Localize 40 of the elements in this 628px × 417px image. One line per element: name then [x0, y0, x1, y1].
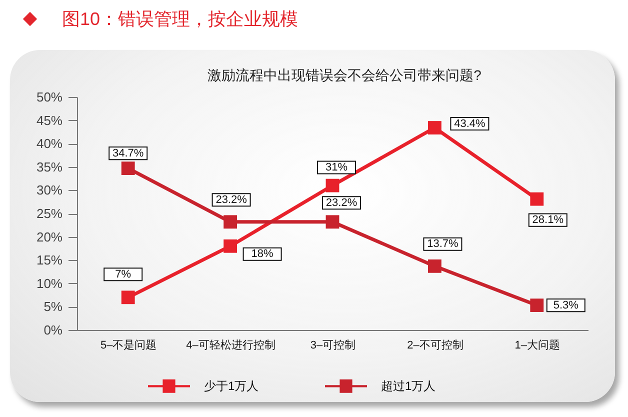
- data-label: 5.3%: [553, 299, 579, 312]
- y-tick-label: 35%: [36, 159, 63, 174]
- y-tick-label: 50%: [36, 90, 63, 104]
- y-tick-label: 20%: [36, 229, 63, 244]
- data-label: 23.2%: [326, 196, 358, 209]
- y-tick-label: 10%: [36, 276, 63, 291]
- data-label: 28.1%: [532, 214, 564, 226]
- point: [530, 192, 544, 206]
- x-tick-label: 2–不可控制: [407, 338, 464, 352]
- point: [224, 239, 238, 253]
- y-tick-label: 25%: [36, 206, 63, 221]
- legend-label: 超过1万人: [381, 379, 436, 394]
- point: [428, 259, 442, 273]
- data-label: 31%: [325, 162, 348, 174]
- point: [121, 290, 135, 304]
- point: [326, 215, 340, 229]
- data-label: 34.7%: [112, 147, 144, 160]
- legend-label: 少于1万人: [204, 379, 259, 394]
- point: [530, 298, 544, 312]
- y-tick-label: 45%: [36, 112, 63, 128]
- chart-subtitle: 激励流程中出现错误会不会给公司带来问题?: [208, 67, 482, 83]
- y-tick-label: 40%: [36, 136, 63, 152]
- point: [326, 178, 340, 192]
- point: [428, 121, 442, 134]
- x-tick-label: 3–可控制: [310, 338, 356, 352]
- x-tick-label: 1–大问题: [514, 338, 560, 352]
- y-tick-label: 0%: [44, 322, 63, 338]
- point: [121, 162, 135, 176]
- y-tick-label: 5%: [44, 299, 63, 314]
- y-tick-label: 30%: [36, 182, 63, 198]
- data-label: 18%: [251, 248, 274, 260]
- point: [224, 215, 238, 229]
- y-tick-label: 15%: [36, 252, 63, 268]
- x-tick-label: 5–不是问题: [100, 340, 157, 352]
- data-label: 43.4%: [454, 118, 486, 130]
- x-tick-label: 4–可轻松进行控制: [186, 338, 276, 352]
- data-label: 7%: [115, 268, 132, 280]
- data-label: 13.7%: [427, 238, 459, 250]
- chart-title: 图10：错误管理，按企业规模: [62, 8, 298, 31]
- data-label: 23.2%: [216, 194, 248, 206]
